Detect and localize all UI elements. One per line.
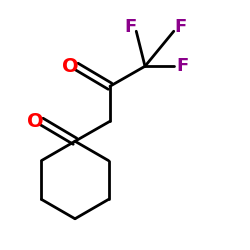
Text: O: O [27,112,43,131]
Text: F: F [176,57,189,75]
Text: O: O [62,57,78,76]
Text: F: F [124,18,136,36]
Text: F: F [174,18,186,36]
